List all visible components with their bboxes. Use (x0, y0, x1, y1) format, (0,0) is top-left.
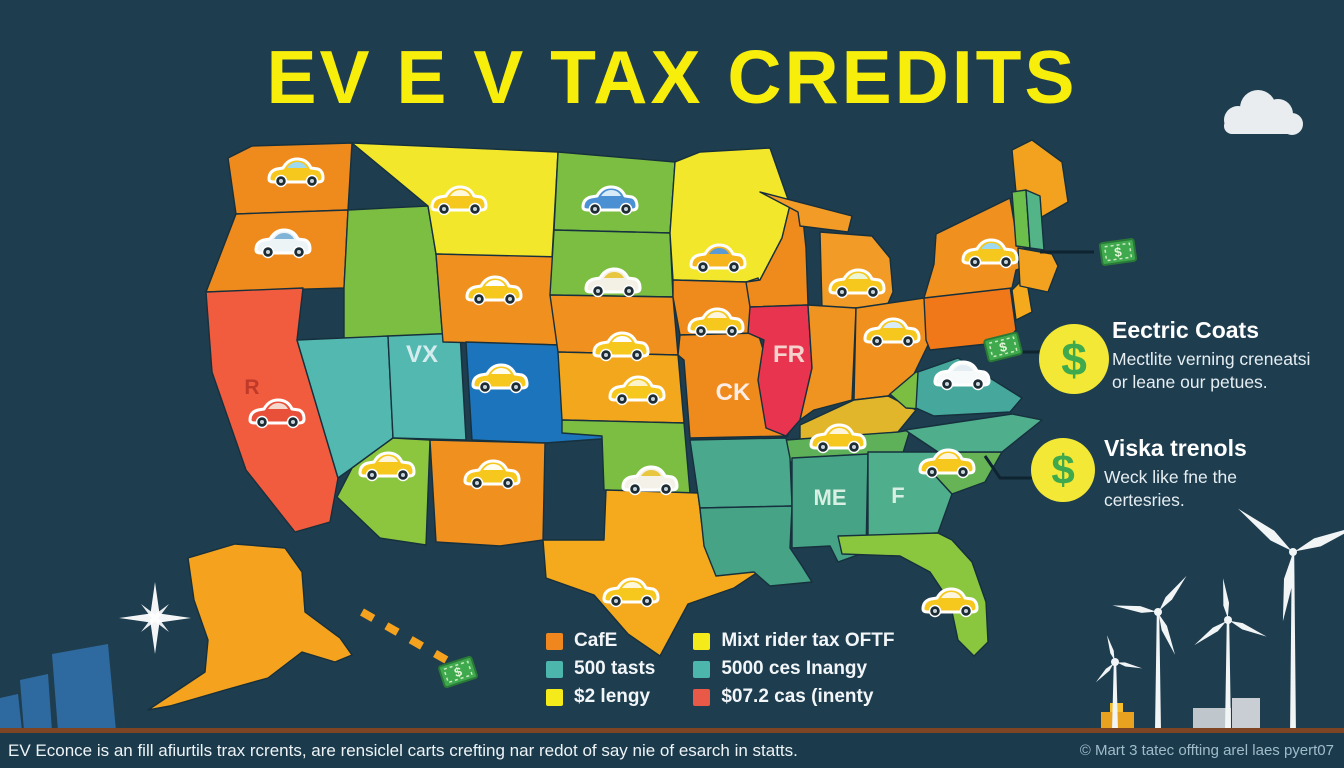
state-shape-nc (904, 413, 1043, 453)
skyline-building (20, 674, 52, 731)
car-icon (254, 228, 312, 259)
dollar-circle-icon: $ (1031, 438, 1095, 502)
star-icon (119, 582, 191, 654)
car-icon (621, 465, 679, 496)
car-icon (918, 448, 976, 479)
state-shape-ut (387, 332, 467, 441)
svg-text:$: $ (1113, 244, 1123, 260)
callout-body: Weck like fne the certesries. (1104, 467, 1237, 510)
legend: CafE 500 tasts $2 lengy Mixt rider tax O… (546, 630, 894, 708)
state-shape-nh (1025, 189, 1045, 251)
connector-line (983, 455, 1040, 480)
wind-turbine-icon (1095, 635, 1143, 731)
legend-item: $2 lengy (546, 686, 655, 708)
money-bill-icon: $ (983, 331, 1023, 363)
legend-swatch-teal (693, 660, 711, 678)
state-label-ms-al: ME (814, 485, 847, 510)
building-block (1232, 698, 1260, 731)
state-shape-alaska (147, 543, 353, 711)
car-icon (592, 331, 650, 362)
money-bill-icon: $ (438, 655, 478, 689)
legend-item: $07.2 cas (inenty (693, 686, 894, 708)
state-label-ga-w: F (891, 483, 904, 508)
legend-swatch-red (693, 688, 711, 706)
state-shape-mi-upper (759, 191, 853, 233)
footer-bar: EV Econce is an fill afiurtils trax rcre… (0, 728, 1344, 768)
state-label-ca: R (244, 376, 259, 399)
car-icon (267, 157, 325, 188)
car-icon (961, 238, 1019, 269)
building-block (1193, 708, 1231, 731)
legend-item: CafE (546, 630, 655, 652)
car-icon (828, 268, 886, 299)
state-label-il: FR (773, 341, 805, 368)
cloud-icon (1224, 90, 1303, 135)
legend-column-1: CafE 500 tasts $2 lengy (546, 630, 655, 708)
car-icon (809, 423, 867, 454)
callout-body: Mectlite verning creneatsi or leane our … (1112, 349, 1311, 392)
state-label-ut: VX (406, 341, 438, 368)
legend-column-2: Mixt rider tax OFTF 5000 ces Inangy $07.… (693, 630, 894, 708)
car-icon (463, 459, 521, 490)
page-title: EV E V TAX CREDITS (266, 35, 1078, 119)
callout-title: Eectric Coats (1112, 317, 1260, 343)
state-label-mo: CK (716, 379, 751, 406)
legend-swatch-teal (546, 660, 563, 678)
car-icon (933, 360, 991, 391)
car-icon (358, 451, 416, 482)
legend-swatch-orange (546, 632, 563, 650)
legend-swatch-yellow (546, 688, 563, 706)
dollar-glyph: $ (1061, 333, 1087, 385)
state-shape-ma (1017, 247, 1059, 293)
legend-item: 5000 ces Inangy (693, 658, 894, 680)
car-icon (608, 375, 666, 406)
car-icon (689, 243, 747, 274)
car-icon (687, 307, 745, 338)
car-icon (921, 587, 979, 618)
car-icon (584, 267, 642, 298)
skyline-building (52, 644, 116, 731)
svg-text:$: $ (998, 339, 1009, 355)
wind-turbine-icon (1238, 508, 1344, 738)
money-bill-icon: $ (1098, 238, 1138, 266)
state-shape-id (343, 205, 444, 343)
footer-credit: © Mart 3 tatec offting arel laes pyert07 (1079, 742, 1334, 759)
legend-item: Mixt rider tax OFTF (693, 630, 894, 652)
car-icon (430, 185, 488, 216)
dollar-glyph: $ (1051, 446, 1075, 493)
footer-description: EV Econce is an fill afiurtils trax rcre… (8, 740, 798, 760)
dollar-circle-icon: $ (1039, 324, 1109, 394)
legend-swatch-yellow (693, 632, 711, 650)
car-icon (465, 275, 523, 306)
state-shape-nm (429, 439, 546, 547)
callout-title: Viska trenols (1104, 435, 1247, 461)
legend-item: 500 tasts (546, 658, 655, 680)
car-icon (248, 398, 306, 429)
car-icon (863, 317, 921, 348)
route-dashes-icon (360, 608, 452, 666)
car-icon (471, 363, 529, 394)
car-icon (581, 185, 639, 216)
wind-turbine-icon (1112, 575, 1187, 731)
state-shape-ar (689, 437, 793, 509)
skyline-building (0, 694, 22, 731)
state-shape-fl (837, 532, 989, 657)
wind-turbine-icon (1194, 578, 1267, 731)
state-shape-la (699, 505, 813, 587)
car-icon (602, 577, 660, 608)
